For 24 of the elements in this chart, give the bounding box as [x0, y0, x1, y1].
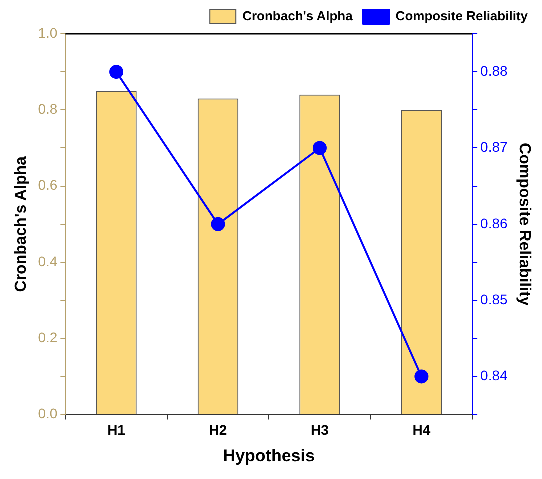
y-tick-label: 0.8	[38, 101, 58, 118]
y2-tick-label: 0.86	[480, 215, 508, 232]
y-tick-label: 0.0	[38, 406, 58, 422]
x-tick-label: H2	[209, 422, 228, 438]
x-tick-label: H4	[412, 422, 431, 438]
legend-label: Cronbach's Alpha	[242, 8, 354, 24]
point	[110, 65, 124, 80]
y-tick-label: 0.4	[38, 253, 58, 270]
point	[211, 217, 226, 232]
x-tick-label: H1	[108, 422, 126, 438]
x-axis-title: Hypothesis	[223, 446, 315, 466]
y2-axis-title: Composite Reliability	[516, 143, 533, 306]
y-axis-title: Cronbach's Alpha	[13, 156, 30, 292]
point	[312, 141, 327, 156]
y2-tick-label: 0.84	[480, 368, 508, 384]
y2-tick-label: 0.87	[480, 139, 508, 156]
x-tick-label: H3	[311, 422, 330, 438]
y-tick-label: 0.6	[38, 177, 58, 194]
legend-label: Composite Reliability	[396, 8, 529, 24]
y-tick-label: 1.0	[38, 24, 58, 41]
y2-tick-label: 0.85	[480, 291, 508, 308]
y2-tick-label: 0.88	[480, 62, 508, 79]
y-tick-label: 0.2	[38, 330, 58, 346]
point	[414, 370, 429, 384]
